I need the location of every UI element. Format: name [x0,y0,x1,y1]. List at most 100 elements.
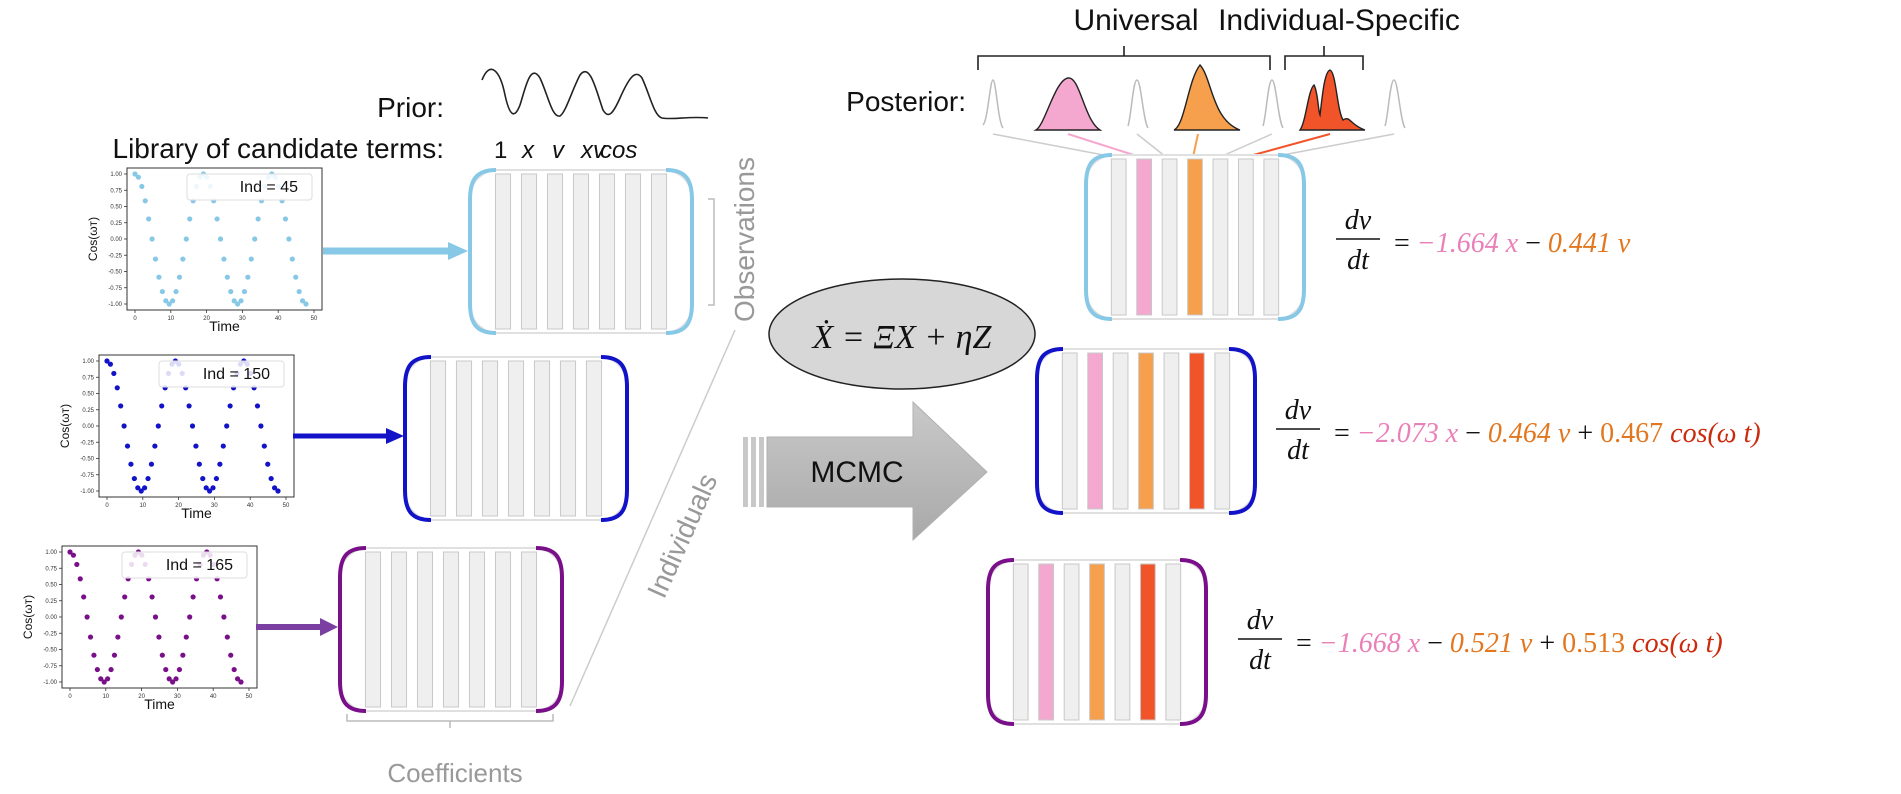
coefficient-column [442,551,460,708]
coefficient-column [1163,352,1180,510]
matrix-left-ind45 [468,168,694,335]
coefficient-column [572,173,590,330]
x-tick-label: 40 [275,316,282,322]
data-point [180,256,186,262]
individuals-label: Individuals [641,469,723,602]
mcmc-arrow: MCMC [743,400,988,542]
x-tick-label: 10 [167,316,174,322]
data-point [128,461,134,467]
matrix-right-edge [535,546,564,713]
x-tick-label: 10 [102,694,109,700]
library-label: Library of candidate terms: [113,133,445,164]
data-point [146,216,152,222]
coefficient-column [416,551,434,708]
operator: − [1465,418,1488,449]
coefficient-column [1114,563,1131,721]
data-point [115,634,121,640]
data-point [258,423,264,429]
y-tick-label: 1.00 [45,550,57,556]
matrix-right-edge [1277,153,1306,321]
equation-rhs: = −2.073 x − 0.464 v + 0.467 cos(ω t) [1334,418,1761,449]
coefficient-column [598,173,616,330]
y-tick-label: 0.50 [45,583,57,589]
prior-distribution-curve [481,68,709,120]
data-point [104,358,110,364]
coefficient-column [520,551,538,708]
data-point [91,652,97,658]
term-one: 1 [494,137,507,164]
data-point [149,236,155,242]
data-point [224,274,230,280]
data-point [190,594,196,600]
operator: − [1525,228,1548,259]
coefficient-column [1012,563,1029,721]
data-point [231,666,237,673]
data-point [138,488,144,494]
matrix-right-edge [665,168,694,335]
legend-box [186,173,313,201]
coefficient-column [520,173,538,330]
coefficient-column [390,551,408,708]
coefficient-column [1187,158,1203,316]
y-tick-label: -0.75 [43,664,57,670]
coefficient-column [1214,352,1231,510]
candidate-terms: 1 x v xv cos [494,137,637,164]
x-tick-label: 20 [138,694,145,700]
coefficient-column [546,173,564,330]
coefficients-bracket [346,714,554,728]
data-point [213,475,220,482]
matrix-right-ind150 [1035,347,1257,515]
y-tick-label: 0.50 [82,392,94,398]
data-point [74,561,80,568]
coefficient-column [1087,352,1104,510]
data-point [235,301,241,307]
equals-sign: = [1334,418,1357,449]
operator: + [1532,628,1562,659]
y-tick-label: -0.25 [43,631,57,637]
coefficient-column [494,551,512,708]
coefficient-column [1089,563,1105,721]
coefficient-column [1038,563,1055,721]
coefficient-column [364,551,382,708]
x-axis-label: Time [144,696,175,712]
data-point [180,652,186,658]
y-axis-label: Cos(ωт) [58,404,72,448]
data-point [252,236,258,242]
data-point [183,236,189,242]
data-point [149,594,155,600]
coefficient-column [468,551,486,708]
data-point [255,216,261,222]
x-tick-label: 0 [105,503,109,509]
term-v-coefficient: 0.521 v [1450,628,1533,659]
data-point [122,594,128,600]
data-point [124,443,131,449]
data-point [173,676,179,682]
data-point [221,256,227,262]
data-point [207,488,213,494]
y-tick-label: 0.00 [82,424,94,430]
operator: − [1427,628,1450,659]
data-point [152,443,158,449]
data-point [282,216,289,222]
derivative-denominator: dt [1287,435,1310,466]
y-tick-label: -0.25 [80,440,94,446]
data-point [254,403,261,409]
y-tick-label: -1.00 [80,489,94,495]
term-v-coefficient: 0.464 v [1488,418,1571,449]
x-tick-label: 20 [175,503,182,509]
x-tick-label: 30 [211,503,218,509]
data-point [139,183,145,190]
x-tick-label: 30 [174,694,181,700]
y-tick-label: -0.50 [80,457,94,463]
coefficient-column [1112,352,1129,510]
data-point [186,403,192,409]
y-tick-label: 0.25 [45,599,57,605]
coefficient-matrices-right [986,153,1306,726]
y-tick-label: 1.00 [82,359,94,365]
y-tick-label: 1.00 [110,172,122,178]
legend-box [158,360,285,388]
y-tick-label: 0.75 [110,188,122,194]
equations: dv dt = −1.664 x − 0.441 v dv dt = −2.073 x −… [1238,205,1761,676]
matrix-left-ind150 [403,355,629,522]
y-tick-label: 0.75 [82,375,94,381]
